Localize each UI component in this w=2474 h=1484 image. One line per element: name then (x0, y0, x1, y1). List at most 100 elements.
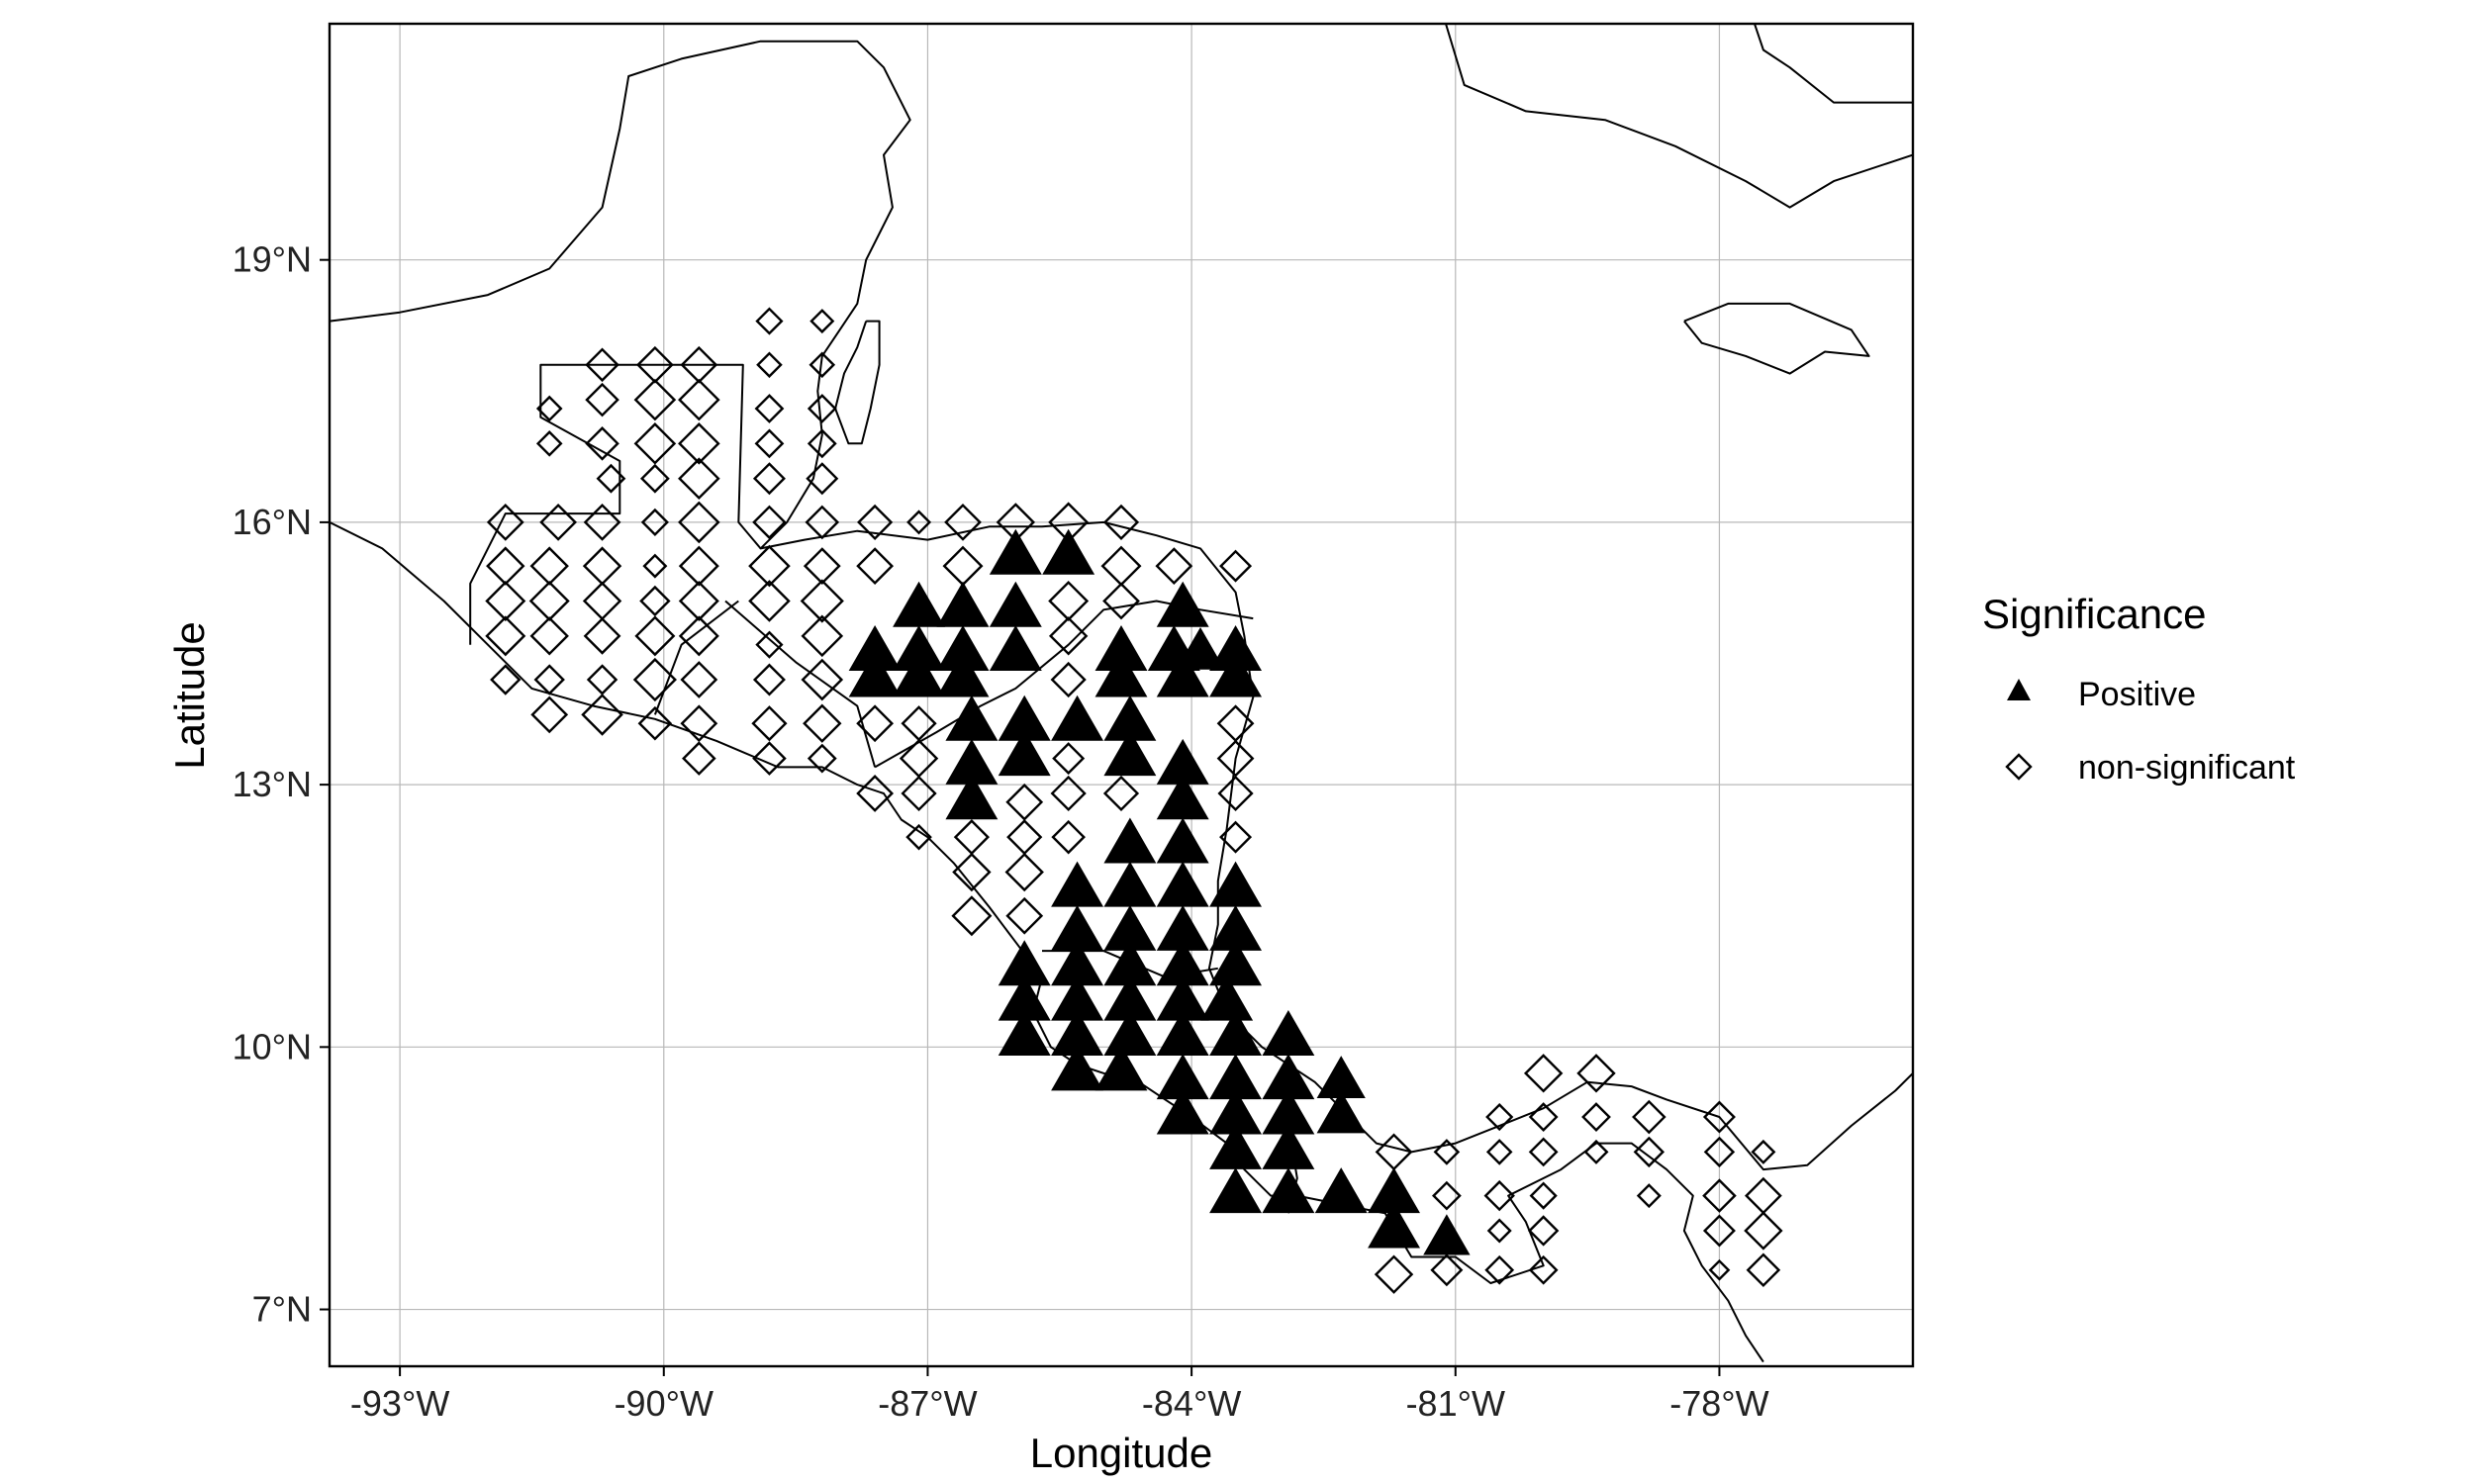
point-positive (1209, 1123, 1263, 1169)
point-positive (936, 581, 990, 627)
point-non-significant (857, 504, 894, 540)
point-positive (848, 624, 902, 671)
point-non-significant (1581, 1102, 1611, 1132)
point-positive (1209, 904, 1263, 951)
point-non-significant (1483, 1179, 1515, 1212)
legend: Significance Positive non-significant (1982, 591, 2296, 787)
border-line (469, 363, 762, 645)
coastline (1683, 302, 1870, 375)
point-positive (1051, 1045, 1104, 1091)
point-non-significant (752, 741, 787, 776)
point-non-significant (1430, 1253, 1464, 1287)
point-non-significant (639, 585, 671, 617)
point-non-significant (633, 378, 677, 421)
point-positive (1209, 1009, 1263, 1056)
point-non-significant (1484, 1254, 1515, 1285)
point-non-significant (803, 547, 841, 586)
point-non-significant (586, 664, 618, 696)
point-non-significant (1702, 1178, 1737, 1213)
point-non-significant (809, 351, 836, 379)
point-positive (1262, 1009, 1315, 1056)
point-non-significant (807, 428, 837, 459)
y-tick-label: 16°N (233, 502, 312, 542)
border-line (724, 600, 877, 768)
y-axis-title: Latitude (166, 621, 213, 769)
point-non-significant (755, 630, 784, 659)
point-non-significant (533, 664, 565, 696)
point-positive (1103, 817, 1157, 864)
point-non-significant (485, 580, 526, 621)
point-non-significant (1583, 1139, 1609, 1164)
x-tick-label: -87°W (878, 1383, 977, 1424)
y-tick-label: 10°N (233, 1026, 312, 1067)
point-positive (1262, 1054, 1315, 1100)
point-positive (1200, 974, 1254, 1021)
point-non-significant (905, 823, 932, 851)
legend-label-positive: Positive (2078, 676, 2196, 713)
point-positive (1051, 974, 1104, 1021)
point-non-significant (756, 351, 783, 379)
point-positive (1262, 1167, 1315, 1214)
point-positive (1051, 1009, 1104, 1056)
y-tick-label: 13°N (233, 764, 312, 804)
point-non-significant (752, 462, 786, 496)
point-positive (989, 528, 1042, 575)
point-non-significant (1708, 1258, 1731, 1281)
point-positive (1262, 1088, 1315, 1135)
point-positive (1051, 904, 1104, 951)
y-tick-label: 7°N (252, 1289, 312, 1330)
point-positive (945, 738, 999, 785)
point-non-significant (801, 614, 844, 658)
point-positive (1051, 695, 1104, 741)
point-non-significant (678, 580, 719, 621)
point-non-significant (748, 580, 791, 622)
point-non-significant (1102, 582, 1140, 620)
point-positive (1156, 940, 1209, 986)
point-positive (1156, 1054, 1209, 1100)
point-non-significant (639, 463, 670, 494)
coastline (330, 521, 1764, 1363)
legend-triangle-icon (2007, 679, 2031, 700)
point-positive (1103, 861, 1157, 907)
point-non-significant (485, 615, 526, 657)
x-tick-label: -93°W (350, 1383, 449, 1424)
point-positive (1042, 528, 1095, 575)
point-positive (945, 774, 999, 820)
point-non-significant (680, 704, 718, 743)
point-positive (936, 624, 990, 671)
point-non-significant (535, 430, 563, 457)
point-non-significant (1485, 1102, 1514, 1132)
x-tick-label: -84°W (1142, 1383, 1241, 1424)
point-positive (1103, 1009, 1157, 1056)
point-non-significant (748, 544, 791, 588)
point-non-significant (1217, 775, 1254, 812)
point-non-significant (800, 579, 844, 623)
point-positive (1156, 904, 1209, 951)
point-non-significant (585, 382, 619, 417)
point-non-significant (754, 394, 785, 423)
point-positive (1156, 774, 1209, 820)
point-non-significant (806, 462, 839, 496)
point-non-significant (585, 426, 619, 461)
point-non-significant (1632, 1099, 1666, 1135)
legend-label-non-significant: non-significant (2078, 749, 2296, 787)
point-non-significant (951, 895, 993, 937)
x-tick-label: -81°W (1406, 1383, 1505, 1424)
point-positive (1368, 1202, 1421, 1249)
point-non-significant (1636, 1183, 1662, 1209)
x-axis-ticks: -93°W -90°W -87°W -84°W -81°W -78°W (350, 1366, 1769, 1424)
point-non-significant (901, 775, 937, 812)
point-non-significant (1374, 1254, 1414, 1294)
point-non-significant (585, 347, 619, 383)
positive-markers (848, 528, 1471, 1255)
point-non-significant (1576, 1054, 1616, 1093)
point-non-significant (751, 705, 788, 742)
point-non-significant (583, 504, 621, 541)
point-non-significant (754, 428, 785, 459)
point-non-significant (1431, 1180, 1462, 1211)
point-non-significant (1050, 661, 1087, 698)
point-non-significant (581, 694, 623, 736)
point-positive (1156, 1088, 1209, 1135)
point-non-significant (803, 703, 842, 743)
point-non-significant (952, 852, 992, 892)
